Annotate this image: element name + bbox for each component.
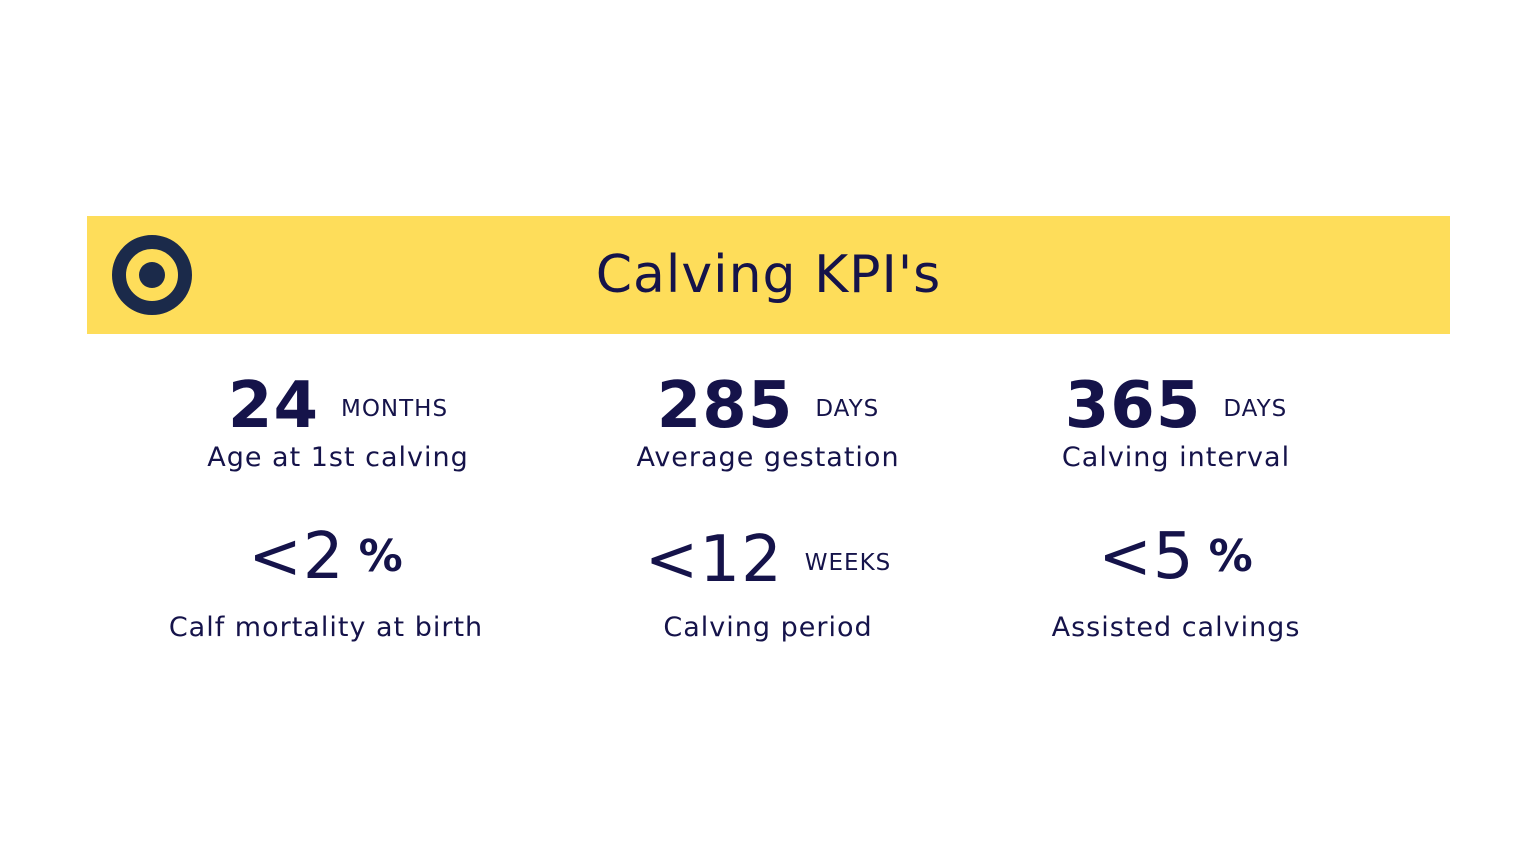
kpi-unit: % xyxy=(1208,531,1254,582)
kpi-value-row: 365 DAYS xyxy=(966,368,1386,443)
kpi-label: Calving interval xyxy=(1061,442,1291,473)
kpi-unit: MONTHS xyxy=(340,396,449,422)
kpi-label: Calf mortality at birth xyxy=(168,612,484,643)
kpi-average-gestation: 285 DAYS Average gestation xyxy=(558,368,978,498)
kpi-value: <5 xyxy=(1098,520,1195,594)
kpi-calving-interval: 365 DAYS Calving interval xyxy=(966,368,1386,498)
title-banner: Calving KPI's xyxy=(87,216,1450,334)
kpi-calf-mortality: <2% Calf mortality at birth xyxy=(116,522,536,652)
kpi-value: 285 xyxy=(656,369,794,443)
kpi-value: <12 xyxy=(644,523,783,597)
kpi-assisted-calvings: <5% Assisted calvings xyxy=(966,522,1386,652)
kpi-value: 24 xyxy=(227,369,319,443)
kpi-value-row: 285 DAYS xyxy=(558,368,978,443)
kpi-value: <2 xyxy=(248,520,345,594)
kpi-label: Age at 1st calving xyxy=(207,442,469,473)
kpi-value-row: <2% xyxy=(116,522,536,592)
kpi-unit: DAYS xyxy=(815,396,880,422)
target-icon xyxy=(112,235,192,315)
kpi-value: 365 xyxy=(1064,369,1202,443)
kpi-value-row: <12 WEEKS xyxy=(558,522,978,597)
kpi-age-at-first-calving: 24 MONTHS Age at 1st calving xyxy=(128,368,548,498)
kpi-calving-period: <12 WEEKS Calving period xyxy=(558,522,978,652)
kpi-unit: DAYS xyxy=(1223,396,1288,422)
page-title: Calving KPI's xyxy=(595,245,942,305)
kpi-value-row: <5% xyxy=(966,522,1386,592)
kpi-unit: WEEKS xyxy=(804,550,892,576)
kpi-unit: % xyxy=(358,531,404,582)
kpi-label: Average gestation xyxy=(636,442,900,473)
kpi-value-row: 24 MONTHS xyxy=(128,368,548,443)
kpi-label: Assisted calvings xyxy=(1051,612,1301,643)
kpi-label: Calving period xyxy=(663,612,873,643)
